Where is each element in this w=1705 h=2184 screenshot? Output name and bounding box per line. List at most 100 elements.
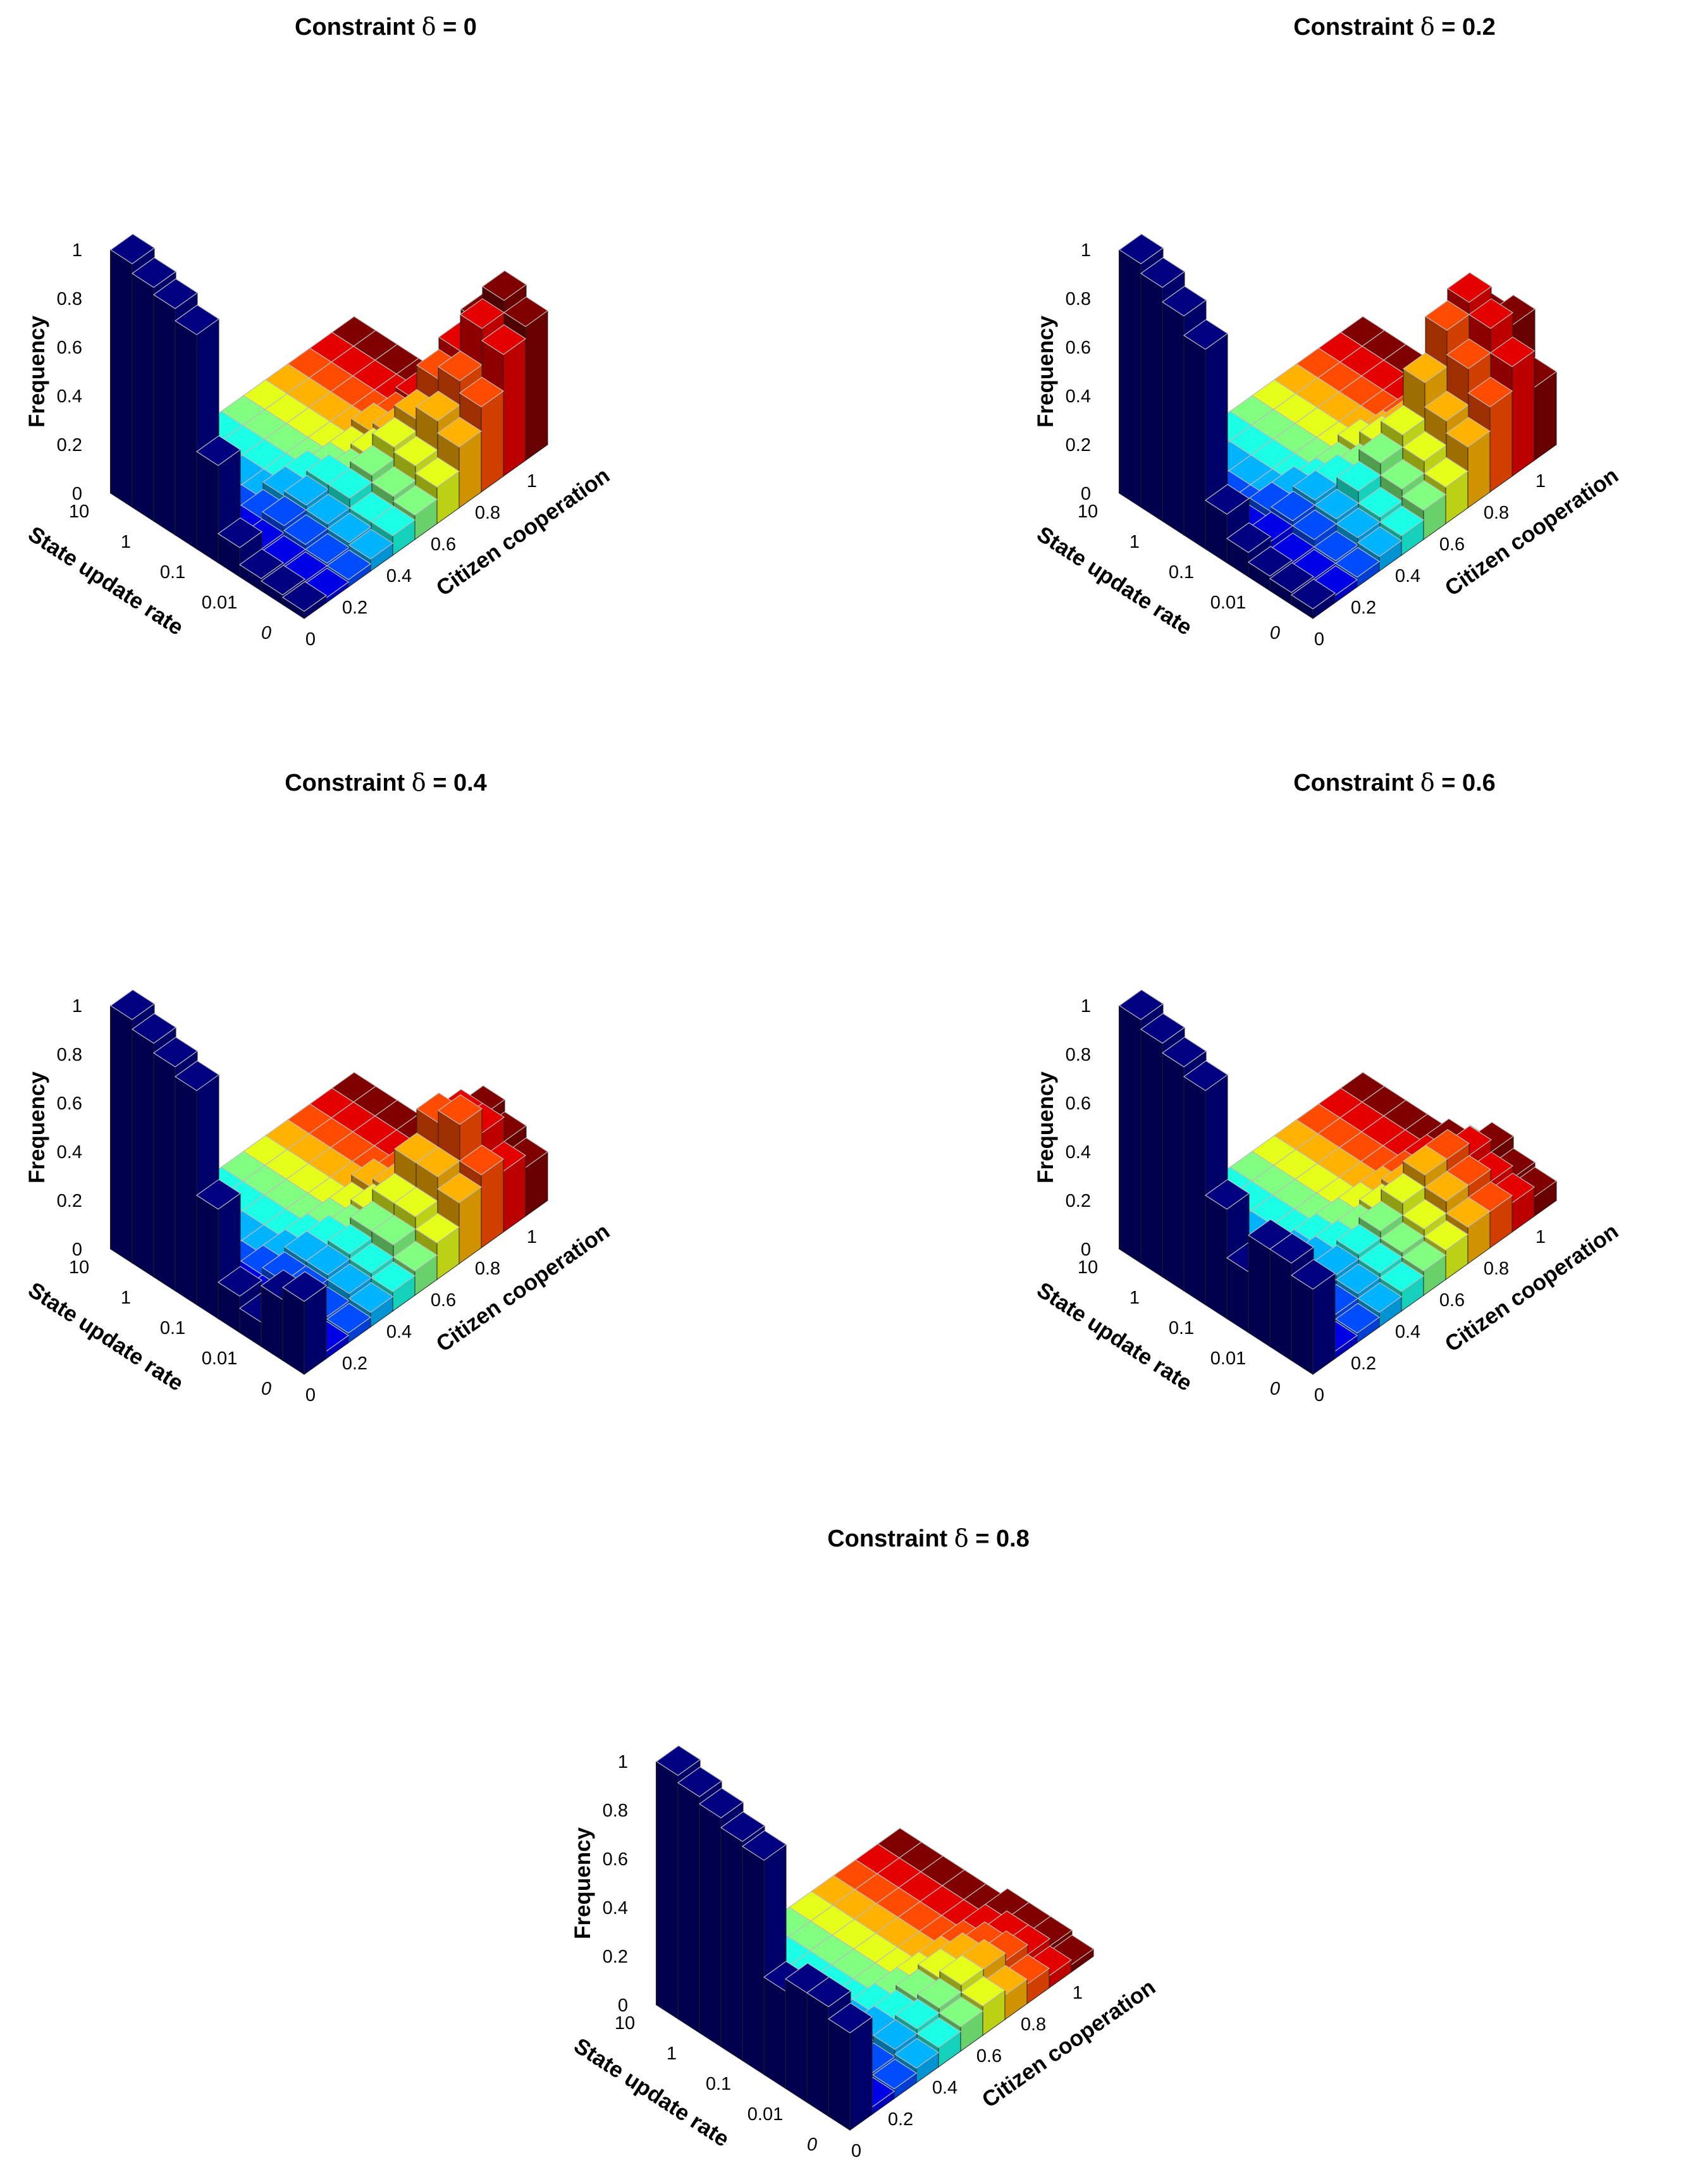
z-tick-label: 0.4 [57, 1142, 82, 1163]
bar-side-face [132, 1028, 154, 1278]
title-space [426, 770, 433, 796]
bar-top-face [1140, 257, 1186, 288]
bar-side-face [806, 1992, 829, 2117]
bar-top-face [1204, 1179, 1250, 1210]
y-tick-label: 0 [807, 2135, 817, 2155]
bar-top-face [1379, 505, 1425, 536]
delta-symbol: δ [1420, 768, 1435, 796]
bar-top-face [698, 1787, 744, 1818]
y-tick-label: 10 [69, 502, 89, 522]
bar-top-face [655, 1745, 701, 1776]
bar-front-face [1312, 1273, 1336, 1375]
bar-top-face [741, 1830, 787, 1861]
bar-top-face [217, 1266, 263, 1297]
bar-top-face [414, 1212, 460, 1244]
bar [1290, 1259, 1336, 1375]
bar-side-face [699, 1803, 722, 2047]
bar-top-face [1379, 1261, 1425, 1292]
bar-top-face [131, 1013, 177, 1044]
bar-top-face [1334, 546, 1381, 578]
z-tick-label: 0.8 [57, 289, 82, 309]
bar-top-face [960, 1976, 1006, 2007]
bar-top-face [827, 2002, 873, 2033]
bar-top-face [260, 564, 306, 596]
z-tick-label: 1 [72, 996, 82, 1016]
bar-side-face [132, 273, 154, 522]
title-space [1413, 14, 1420, 40]
y-tick-label: 1 [121, 532, 131, 552]
z-tick-label: 0.8 [57, 1045, 82, 1065]
z-tick-label: 0.4 [1066, 1142, 1091, 1163]
x-tick-label: 0.2 [888, 2109, 913, 2130]
bar-top-face [938, 1996, 984, 2028]
bar-top-face [481, 324, 527, 355]
title-suffix: = 0.4 [433, 770, 487, 796]
x-tick-label: 1 [527, 1227, 537, 1247]
chart-title: Constraint δ = 0.4 [285, 768, 487, 796]
y-tick-label: 10 [69, 1257, 89, 1278]
bar-top-face [1269, 562, 1315, 593]
bar [195, 435, 242, 564]
bar-side-face [110, 249, 133, 508]
bar-side-face [785, 1978, 808, 2103]
title-space [436, 14, 443, 40]
bar-top-face [109, 989, 156, 1020]
delta-symbol: δ [1420, 13, 1435, 40]
x-tick-label: 0.4 [932, 2078, 957, 2098]
bar-side-face [828, 2018, 851, 2131]
z-tick-label: 0.8 [1066, 289, 1091, 309]
z-tick-label: 0 [1081, 484, 1091, 504]
title-space [1435, 770, 1442, 796]
bar [326, 549, 372, 588]
title-prefix: Constraint [285, 770, 405, 796]
x-tick-label: 0.6 [431, 534, 456, 555]
x-tick-label: 0.6 [976, 2046, 1002, 2066]
bar-top-face [1446, 272, 1493, 303]
x-tick-label: 0.4 [1395, 566, 1420, 586]
title-prefix: Constraint [1293, 14, 1413, 40]
bar-top-face [459, 376, 505, 408]
y-tick-label: 0.01 [202, 1348, 237, 1369]
bar-top-face [806, 1977, 852, 2008]
bar-top-face [1489, 336, 1536, 367]
z-tick-label: 0.6 [1066, 1094, 1091, 1114]
x-tick-label: 0.2 [342, 1354, 367, 1374]
title-space [1413, 770, 1420, 796]
bar-top-face [871, 2058, 918, 2090]
bar-top-face [1468, 298, 1514, 330]
x-tick-label: 0.6 [1439, 534, 1465, 555]
y-tick-label: 0.01 [1210, 593, 1246, 613]
z-tick-label: 0.4 [603, 1898, 628, 1918]
bar-top-face [281, 1271, 328, 1302]
y-tick-label: 0.01 [748, 2104, 783, 2125]
y-tick-label: 0 [1270, 1379, 1280, 1399]
x-tick-label: 0 [1314, 629, 1324, 650]
y-tick-label: 1 [1129, 532, 1140, 552]
bar-side-face [1162, 1052, 1185, 1292]
z-tick-label: 0 [618, 1996, 628, 2016]
y-tick-label: 0 [1270, 623, 1280, 643]
y-tick-label: 0 [261, 623, 271, 643]
title-prefix: Constraint [295, 14, 415, 40]
bar-top-face [436, 1173, 483, 1204]
title-space [415, 14, 422, 40]
z-tick-label: 0.8 [1066, 1045, 1091, 1065]
bar-top-face [720, 1811, 766, 1842]
bar-top-face [174, 304, 220, 335]
bar-top-face [1357, 526, 1403, 557]
z-tick-label: 0.2 [603, 1947, 628, 1967]
bar-side-face [153, 293, 176, 536]
bar-top-face [1140, 1013, 1186, 1044]
bar-side-face [110, 1005, 133, 1264]
bar-top-face [677, 1766, 723, 1798]
bar-top-face [1118, 233, 1164, 264]
y-tick-label: 0 [261, 1379, 271, 1399]
title-space [947, 1526, 954, 1552]
bar-top-face [348, 1282, 394, 1313]
x-tick-label: 0 [1314, 1385, 1324, 1405]
bar-top-face [1183, 1060, 1229, 1091]
y-tick-label: 0.01 [202, 593, 237, 613]
bar-top-face [1424, 1171, 1470, 1202]
title-suffix: = 0.6 [1441, 770, 1496, 796]
